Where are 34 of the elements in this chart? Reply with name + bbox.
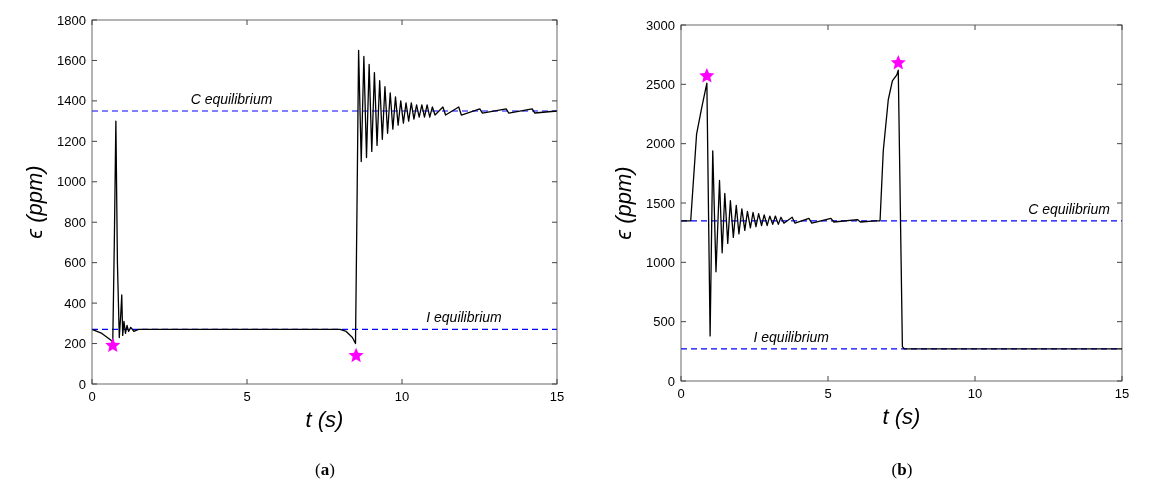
y-tick-label: 3000: [646, 17, 675, 33]
y-tick-label: 2000: [646, 136, 675, 152]
x-tick-label: 15: [549, 389, 565, 404]
ref-line-label: C equilibrium: [190, 91, 273, 107]
y-tick-label: 800: [64, 214, 86, 230]
x-tick-label: 10: [394, 389, 410, 404]
y-tick-label: 1000: [646, 254, 675, 270]
y-tick-label: 1800: [57, 12, 86, 28]
y-tick-label: 1500: [646, 195, 675, 211]
x-tick-label: 15: [1114, 386, 1130, 401]
y-tick-label: 1400: [57, 93, 86, 109]
x-tick-label: 10: [967, 386, 983, 401]
y-tick-label: 2500: [646, 76, 675, 92]
ref-line-label: I equilibrium: [753, 328, 830, 345]
x-tick-label: 5: [824, 386, 832, 401]
y-tick-label: 1600: [57, 52, 86, 68]
y-tick-label: 600: [64, 255, 86, 271]
y-tick-label: 200: [64, 336, 86, 352]
y-tick-label: 1200: [57, 133, 86, 149]
y-tick-label: 0: [667, 373, 675, 389]
y-tick-label: 1000: [57, 174, 86, 190]
ref-line-label: C equilibrium: [1028, 200, 1111, 217]
text: (b): [891, 460, 913, 479]
x-axis-title: t (s): [882, 404, 921, 429]
y-tick-label: 500: [653, 314, 675, 330]
x-tick-label: 0: [88, 389, 96, 404]
x-tick-label: 5: [243, 389, 251, 404]
text: (a): [315, 460, 335, 479]
y-axis-title: ϵ (ppm): [611, 166, 636, 240]
x-axis-title: t (s): [305, 407, 344, 432]
ref-line-label: I equilibrium: [426, 309, 503, 326]
y-axis-title: ϵ (ppm): [22, 165, 47, 239]
x-tick-label: 0: [677, 386, 685, 401]
y-tick-label: 400: [64, 295, 86, 311]
